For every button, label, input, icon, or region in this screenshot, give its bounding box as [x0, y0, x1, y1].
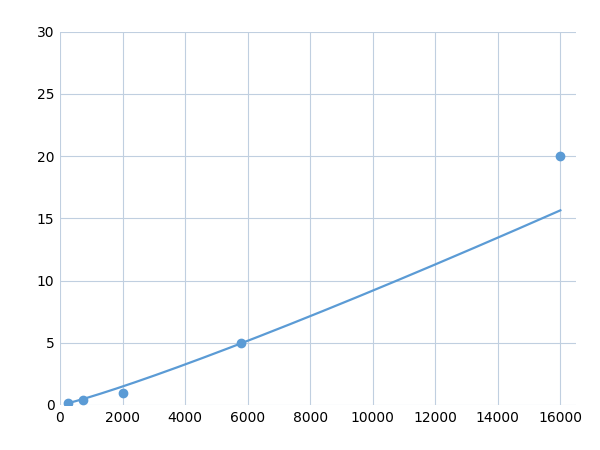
Point	[118, 389, 127, 396]
Point	[556, 153, 565, 160]
Point	[79, 396, 88, 404]
Point	[236, 339, 246, 346]
Point	[63, 399, 73, 406]
